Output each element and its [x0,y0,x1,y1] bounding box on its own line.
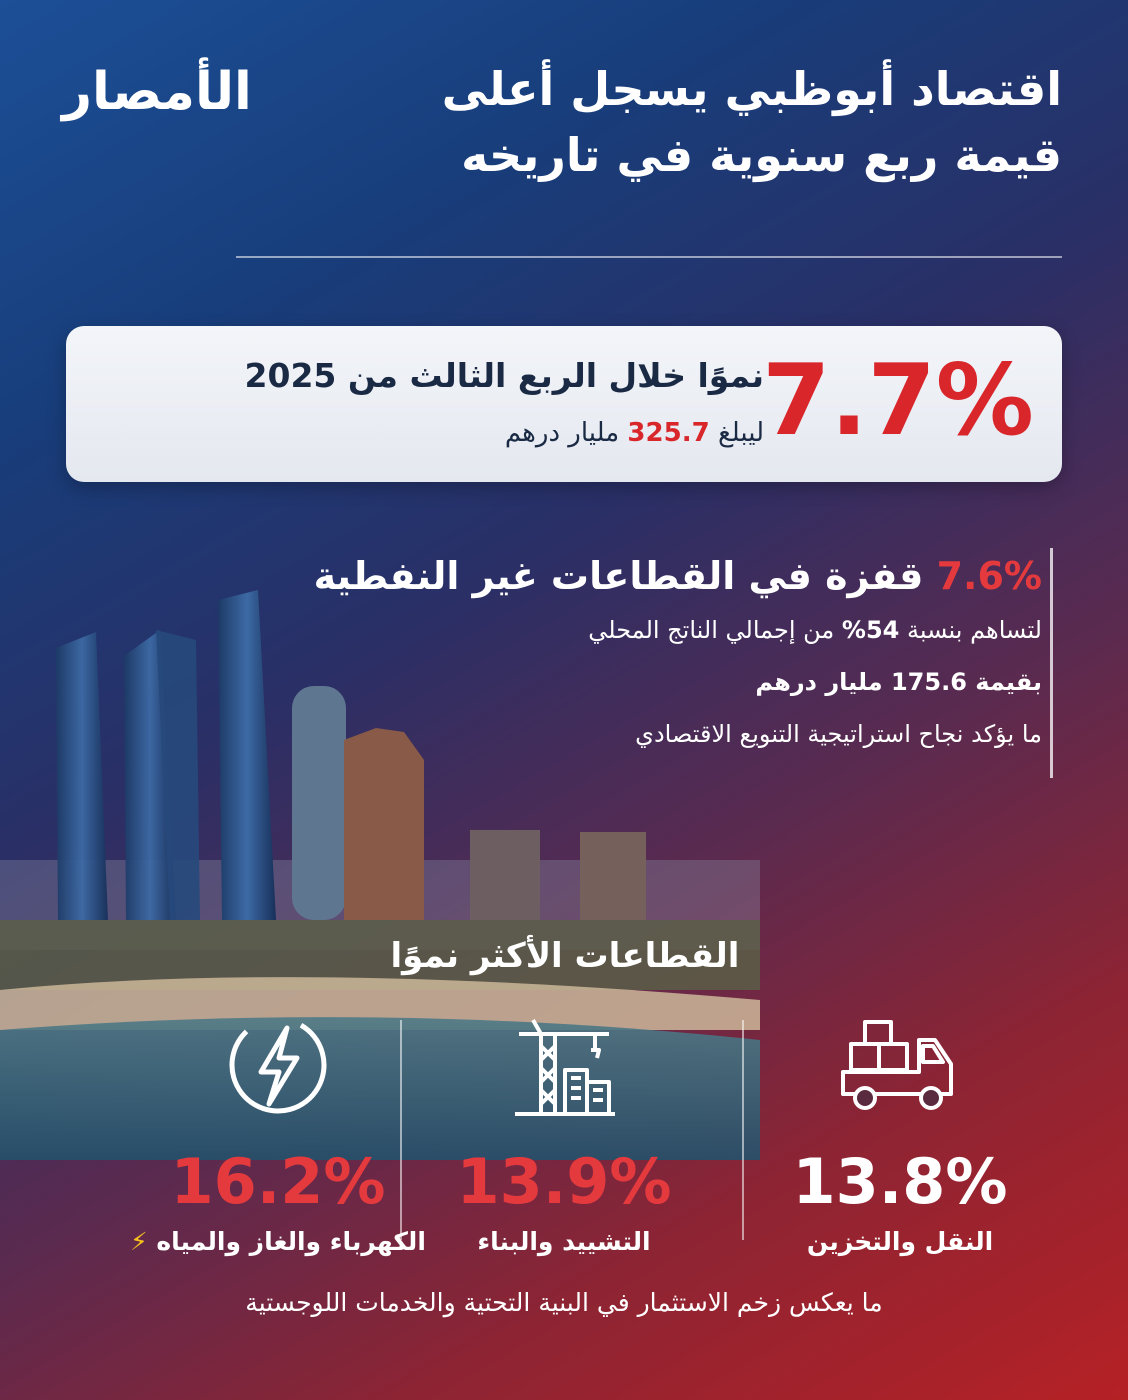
sector-electricity: 16.2% الكهرباء والغاز والمياه ⚡ [128,1010,428,1262]
nonoil-strategy-line: ما يؤكد نجاح استراتيجية التنويع الاقتصاد… [635,720,1042,748]
nonoil-headline: 7.6% قفزة في القطاعات غير النفطية [314,548,1042,604]
nonoil-value-line: بقيمة 175.6 مليار درهم [322,656,1042,708]
nonoil-headline-text: قفزة في القطاعات غير النفطية [313,554,924,598]
gdp-value-caption: ليبلغ 325.7 مليار درهم [505,418,764,448]
bolt-icon: ⚡ [130,1227,148,1256]
title-line-1: اقتصاد أبوظبي يسجل أعلى [441,62,1062,116]
gdp-unit: مليار درهم [504,418,620,448]
sector-label: النقل والتخزين [806,1227,994,1256]
brand-logo: الأمصار [52,52,262,132]
sectors-title: القطاعات الأكثر نموًا [390,936,740,976]
sector-label-text: الكهرباء والغاز والمياه [156,1227,426,1256]
lightning-icon [229,1016,327,1114]
nonoil-share-line: لتساهم بنسبة 54% من إجمالي الناتج المحلي [322,604,1042,656]
sector-divider [742,1020,744,1240]
sector-pct: 13.8% [792,1145,1008,1218]
crane-building-icon [515,1019,615,1116]
growth-caption: نموًا خلال الربع الثالث من 2025 [244,356,764,395]
logo-wordmark: الأمصار [62,62,252,122]
footer-caption: ما يعكس زخم الاستثمار في البنية التحتية … [245,1288,883,1317]
page-title: اقتصاد أبوظبي يسجل أعلى قيمة ربع سنوية ف… [302,56,1062,188]
gdp-prefix: ليبلغ [717,418,764,448]
sector-label: التشييد والبناء [477,1227,651,1256]
nonoil-pct: 7.6% [936,554,1042,598]
nonoil-share-suffix: من إجمالي الناتج المحلي [588,616,835,644]
sector-pct: 13.9% [456,1145,672,1218]
nonoil-value-text: بقيمة 175.6 مليار درهم [755,668,1042,696]
gdp-value: 325.7 [627,418,710,448]
title-line-2: قيمة ربع سنوية في تاريخه [461,128,1062,182]
sector-divider [400,1020,402,1240]
delivery-truck-icon [841,1020,953,1110]
skyline-backdrop [0,590,760,1160]
sector-transport: 13.8% النقل والتخزين [750,1010,1050,1262]
growth-rate-value: 7.7% [762,344,1034,458]
highlight-card: 7.7% نموًا خلال الربع الثالث من 2025 ليب… [66,326,1062,482]
nonoil-accent-rule [1050,548,1053,778]
sector-construction: 13.9% التشييد والبناء [414,1010,714,1262]
sector-label: الكهرباء والغاز والمياه ⚡ [128,1222,428,1262]
sector-pct: 16.2% [170,1145,386,1218]
nonoil-section: 7.6% قفزة في القطاعات غير النفطية لتساهم… [314,548,1042,760]
title-divider [236,256,1062,258]
nonoil-share-value: 54% [841,616,900,644]
nonoil-share-prefix: لتساهم بنسبة [907,616,1042,644]
